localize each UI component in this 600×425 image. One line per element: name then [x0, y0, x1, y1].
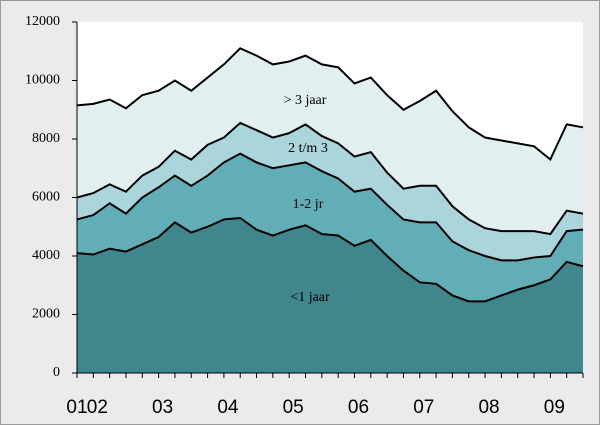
- x-tick-label: 04: [217, 397, 239, 418]
- series-label: 2 t/m 3: [288, 141, 328, 156]
- area-outline: [76, 121, 584, 236]
- area: [77, 153, 583, 302]
- areas: [77, 48, 583, 373]
- y-tick-label: 0: [53, 365, 60, 380]
- x-tick-label: 03: [152, 397, 173, 418]
- labels: <1 jaar 1-2 jr 2 t/m 3 > 3 jaar 0 2000 4000 600…: [25, 14, 565, 418]
- y-tick-label: 2000: [32, 307, 60, 322]
- y-tick-label: 10000: [25, 73, 60, 88]
- x-tick-label: 07: [413, 397, 434, 418]
- series-label: > 3 jaar: [284, 93, 327, 108]
- x-tick-label: 06: [348, 397, 369, 418]
- area-outline: [76, 216, 584, 303]
- area-outline: [76, 47, 584, 162]
- x-tick-label: 02: [87, 397, 108, 418]
- x-tick-label: 05: [283, 397, 304, 418]
- axes: [72, 21, 584, 378]
- outlines: [76, 47, 584, 303]
- area-outline: [76, 152, 584, 262]
- x-tick-label: 01: [66, 397, 87, 418]
- area: [77, 217, 583, 373]
- y-tick-label: 6000: [32, 190, 60, 205]
- x-tick-label: 09: [544, 397, 565, 418]
- area: [77, 48, 583, 235]
- y-tick-label: 8000: [32, 131, 60, 146]
- x-tick-label: 08: [478, 397, 499, 418]
- series-label: 1-2 jr: [293, 197, 324, 212]
- area: [77, 122, 583, 261]
- y-tick-label: 12000: [25, 14, 60, 29]
- series-label: <1 jaar: [290, 290, 330, 305]
- y-tick-label: 4000: [32, 248, 60, 263]
